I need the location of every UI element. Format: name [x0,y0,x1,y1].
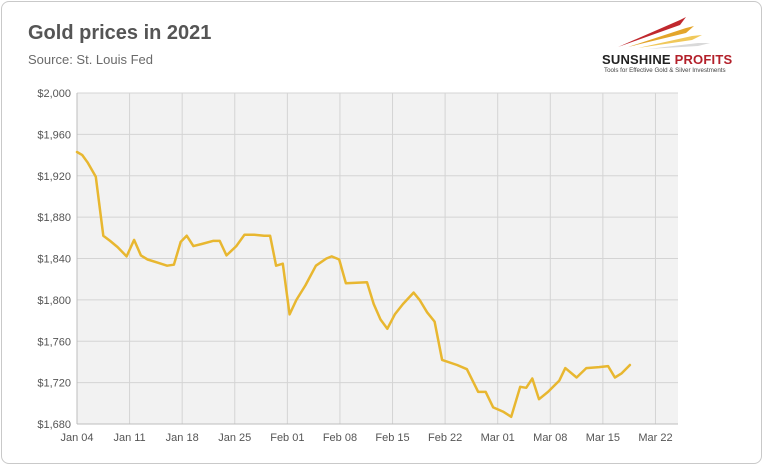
chart-subtitle: Source: St. Louis Fed [28,52,154,67]
x-tick-label: Jan 04 [60,432,93,444]
x-tick-label: Mar 15 [586,432,620,444]
x-tick-label: Jan 18 [166,432,199,444]
x-tick-label: Jan 25 [218,432,251,444]
x-tick-label: Mar 08 [533,432,567,444]
y-tick-label: $1,840 [37,254,71,266]
x-tick-label: Jan 11 [113,432,145,444]
logo-tagline: Tools for Effective Gold & Silver Invest… [604,67,726,74]
chart-title: Gold prices in 2021 [28,22,212,44]
sun-rays-icon [618,17,710,49]
x-tick-label: Mar 22 [638,432,672,444]
gold-price-series-line [75,150,632,419]
logo-name-part1: SUNSHINE [602,52,671,67]
x-tick-label: Feb 01 [270,432,304,444]
y-tick-label: $1,760 [37,336,71,348]
y-tick-label: $1,720 [37,378,71,390]
y-tick-label: $2,000 [37,88,71,100]
sunshine-profits-logo: SUNSHINE PROFITS Tools for Effective Gol… [598,14,748,78]
logo-name-part2: PROFITS [670,52,733,67]
x-tick-label: Feb 15 [375,432,409,444]
x-tick-label: Feb 08 [323,432,357,444]
x-tick-label: Feb 22 [428,432,462,444]
x-tick-label: Mar 01 [481,432,515,444]
y-tick-label: $1,880 [37,212,71,224]
logo-name: SUNSHINE PROFITS [602,52,732,67]
y-tick-label: $1,680 [37,419,71,431]
y-tick-label: $1,960 [37,129,71,141]
y-tick-label: $1,920 [37,171,71,183]
y-tick-label: $1,800 [37,295,71,307]
